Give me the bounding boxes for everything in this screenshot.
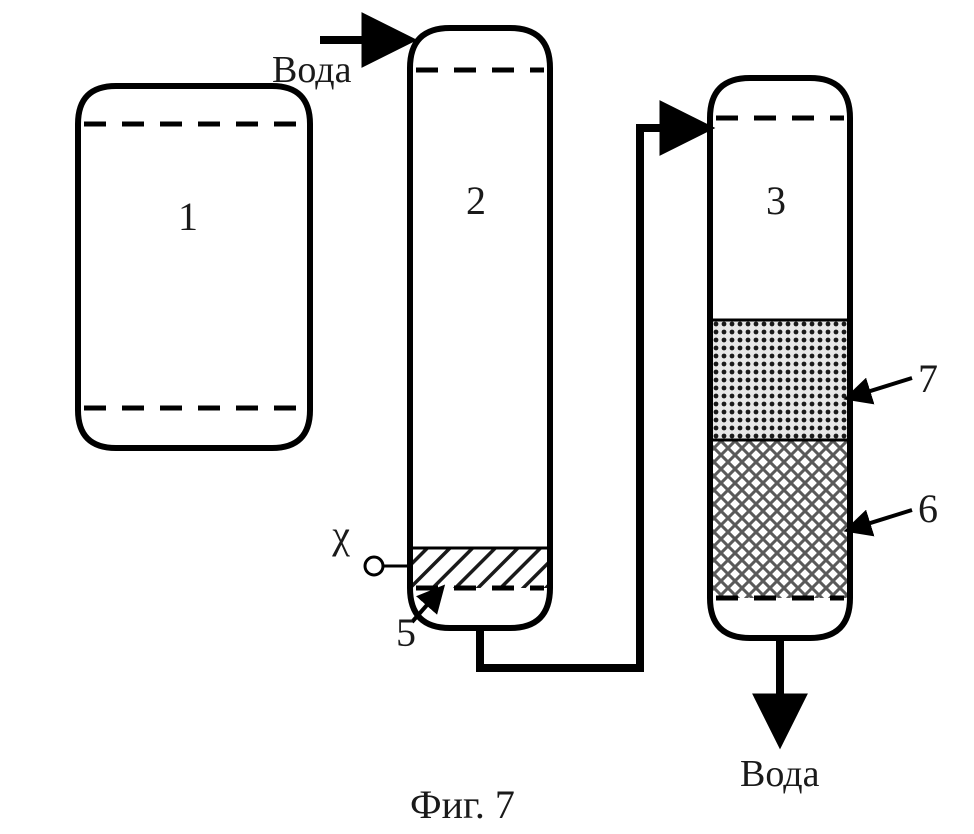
figure-caption: Фиг. 7: [410, 782, 515, 827]
pointer-label-p5: 5: [396, 610, 416, 655]
vessel-2: [410, 28, 550, 628]
pointer-label-p6: 6: [918, 486, 938, 531]
vessel-2-outline: [410, 28, 550, 628]
pointer-p7: [848, 378, 912, 398]
pointer-p6: [848, 510, 912, 530]
vessel-3: [710, 78, 850, 638]
pointer-p5: [412, 588, 442, 622]
sensor-chi-icon: [365, 557, 383, 575]
vessel-label-v2: 2: [466, 178, 486, 223]
pointer-label-p7: 7: [918, 356, 938, 401]
zone-5: [410, 548, 550, 588]
vessel-1-outline: [78, 86, 310, 448]
vessel-label-v3: 3: [766, 178, 786, 223]
zone-7: [710, 320, 850, 440]
zone-6: [710, 440, 850, 598]
sensor-chi-label: χ: [331, 512, 350, 557]
water-in-label: Вода: [272, 49, 352, 91]
vessel-label-v1: 1: [178, 194, 198, 239]
water-out-label: Вода: [740, 753, 820, 795]
vessel-1: [78, 86, 310, 448]
